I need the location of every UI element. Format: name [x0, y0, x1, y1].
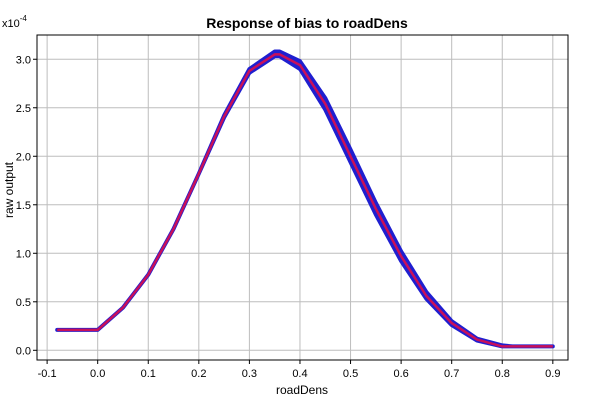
series-layer	[55, 49, 555, 349]
y-tick-label: 2.0	[16, 151, 31, 163]
ticks: -0.1 0.0 0.1 0.2 0.3 0.4 0.5 0.6 0.7 0.8 0.9 0.0 0.5…	[16, 54, 561, 380]
y-axis-multiplier-exponent: -4	[20, 14, 28, 23]
x-tick-label: 0.7	[444, 368, 459, 380]
x-tick-label: 0.2	[191, 368, 206, 380]
y-axis-multiplier-base: x10	[2, 18, 20, 30]
y-tick-label: 0.5	[16, 297, 31, 309]
y-tick-label: 3.0	[16, 54, 31, 66]
y-tick-label: 1.5	[16, 200, 31, 212]
series-line-1	[57, 53, 553, 348]
x-tick-label: -0.1	[38, 368, 57, 380]
y-tick-label: 0.0	[16, 345, 31, 357]
y-tick-label: 2.5	[16, 103, 31, 115]
x-tick-label: 0.5	[343, 368, 358, 380]
x-tick-label: 0.1	[141, 368, 156, 380]
y-tick-label: 1.0	[16, 248, 31, 260]
x-tick-label: 0.8	[495, 368, 510, 380]
y-axis-multiplier: x10-4	[2, 14, 27, 30]
x-tick-label: 0.9	[545, 368, 560, 380]
x-axis-label: roadDens	[276, 383, 328, 397]
plot-frame	[36, 34, 569, 361]
chart-title: Response of bias to roadDens	[206, 15, 408, 31]
x-tick-label: 0.3	[242, 368, 257, 380]
y-axis-label: raw output	[2, 161, 16, 218]
x-tick-label: 0.6	[393, 368, 408, 380]
grid	[37, 35, 568, 360]
x-tick-label: 0.4	[292, 368, 307, 380]
x-tick-label: 0.0	[90, 368, 105, 380]
